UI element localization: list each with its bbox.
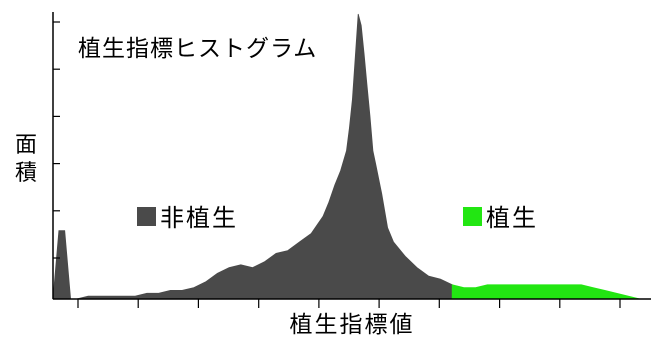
x-axis-label: 植生指標値 [290, 312, 415, 338]
legend-label-vegetation: 植生 [486, 204, 538, 232]
legend-swatch-vegetation [463, 207, 482, 226]
legend-swatch-non-vegetation [137, 207, 156, 226]
legend-non-vegetation: 非植生 [137, 204, 238, 232]
y-axis-label: 面積 [15, 133, 37, 186]
legend-vegetation: 植生 [463, 204, 538, 232]
chart-title: 植生指標ヒストグラム [78, 36, 317, 62]
legend-label-non-vegetation: 非植生 [160, 204, 238, 232]
series-area-vegetation [452, 285, 640, 299]
